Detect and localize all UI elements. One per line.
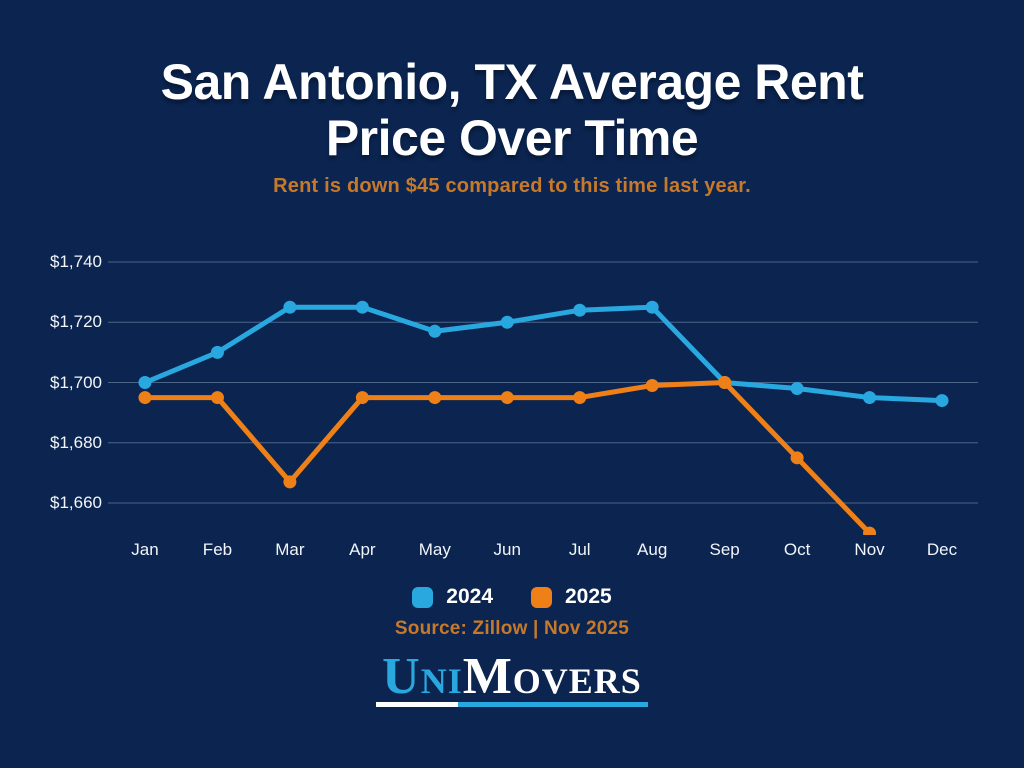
- data-point-2025: [718, 376, 732, 389]
- logo-underline: [376, 702, 648, 707]
- x-axis-tick: Nov: [854, 540, 885, 559]
- data-point-2025: [790, 451, 804, 465]
- y-axis-tick: $1,700: [50, 372, 102, 392]
- logo-part-uni: Uni: [382, 648, 463, 705]
- x-axis-tick: Feb: [202, 540, 233, 559]
- data-point-2024: [283, 300, 297, 314]
- logo-part-movers: Movers: [462, 648, 642, 705]
- x-axis-tick: Mar: [275, 540, 305, 559]
- x-axis-tick: Jul: [568, 540, 591, 559]
- subtitle: Rent is down $45 compared to this time l…: [273, 175, 751, 197]
- legend-label: 2025: [565, 585, 612, 608]
- page-title: San Antonio, TX Average Rent Price Over …: [0, 54, 1024, 166]
- logo-underline-white: [376, 702, 458, 707]
- y-axis-tick: $1,680: [50, 432, 102, 452]
- unimovers-logo: UniMovers: [0, 651, 1024, 703]
- data-point-2025: [355, 391, 369, 405]
- logo-underline-blue: [458, 702, 648, 707]
- x-axis-tick: Oct: [783, 540, 811, 559]
- legend-label: 2024: [446, 585, 493, 608]
- legend-item-2024: 2024: [412, 585, 493, 609]
- data-point-2025: [283, 475, 297, 489]
- series-line-2025: [142, 380, 873, 535]
- y-axis-tick: $1,740: [50, 252, 102, 271]
- legend-swatch-icon: [412, 586, 434, 608]
- x-axis-tick: Aug: [637, 540, 668, 559]
- x-axis-tick: Jan: [131, 540, 159, 559]
- legend-swatch-icon: [531, 586, 552, 608]
- data-point-2024: [863, 391, 877, 405]
- chart-legend: 2024 2025: [0, 585, 1024, 609]
- data-point-2025: [138, 391, 152, 405]
- data-point-2024: [355, 300, 369, 314]
- data-point-2025: [210, 391, 224, 405]
- source-line: Source: Zillow | Nov 2025: [394, 618, 630, 639]
- y-axis-tick: $1,660: [50, 493, 102, 512]
- data-point-2025: [500, 391, 514, 405]
- series-line-2024: [142, 304, 945, 404]
- x-axis-tick: Jun: [493, 540, 521, 559]
- data-point-2025: [645, 379, 659, 393]
- legend-item-2025: 2025: [531, 585, 612, 609]
- x-axis-tick: Apr: [349, 540, 376, 559]
- data-point-2024: [500, 315, 514, 329]
- data-point-2024: [428, 324, 442, 338]
- data-point-2024: [138, 376, 152, 389]
- data-point-2025: [428, 391, 442, 405]
- data-point-2024: [573, 303, 587, 317]
- x-axis-tick: Dec: [926, 540, 958, 559]
- data-point-2024: [210, 345, 224, 359]
- data-point-2024: [645, 300, 659, 314]
- x-axis-tick: Sep: [709, 540, 740, 559]
- data-point-2024: [935, 394, 949, 408]
- x-axis-tick: May: [418, 540, 451, 559]
- page-title-line2: Price Over Time: [325, 110, 699, 166]
- page-title-line1: San Antonio, TX Average Rent: [160, 54, 864, 110]
- data-point-2025: [863, 526, 877, 535]
- data-point-2025: [573, 391, 587, 405]
- y-axis-tick: $1,720: [50, 312, 102, 332]
- data-point-2024: [790, 382, 804, 396]
